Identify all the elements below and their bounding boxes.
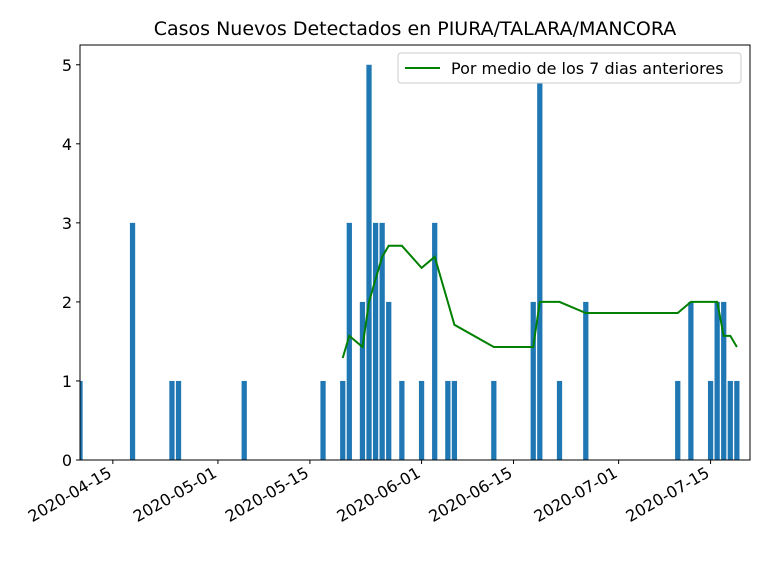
bar [379, 222, 385, 460]
bar [556, 380, 563, 460]
x-tick-label: 2020-07-15 [623, 463, 713, 526]
legend-box [397, 52, 742, 84]
line-series [341, 244, 738, 359]
bar [340, 380, 346, 460]
y-axis: 0 1 2 3 4 5 [62, 56, 80, 470]
bar [320, 380, 326, 460]
bar [175, 380, 182, 460]
x-tick-label: 2020-07-01 [531, 463, 621, 526]
bar [169, 380, 175, 460]
bar [386, 301, 392, 460]
y-tick-label: 4 [62, 135, 72, 154]
bar [241, 380, 247, 460]
bar [721, 301, 727, 460]
bar [675, 380, 681, 460]
y-tick-label: 0 [62, 451, 72, 470]
x-tick-label: 2020-05-15 [222, 463, 312, 526]
plot-area [79, 44, 751, 461]
bar [432, 222, 438, 460]
chart-title: Casos Nuevos Detectados en PIURA/TALARA/… [154, 18, 677, 40]
bar [583, 301, 589, 460]
bar [399, 380, 405, 460]
axes-frame [79, 44, 751, 461]
bar [359, 301, 366, 460]
bar [80, 380, 83, 460]
bar [366, 64, 372, 460]
bar [451, 380, 458, 460]
bar [707, 380, 714, 460]
y-tick-label: 2 [62, 293, 72, 312]
x-tick-label: 2020-04-15 [25, 463, 115, 526]
bar [734, 380, 740, 460]
bar [537, 64, 543, 460]
x-axis: 2020-04-15 2020-05-01 2020-05-15 2020-06-01… [25, 460, 713, 526]
avg-line [341, 244, 738, 359]
x-tick-label: 2020-06-15 [426, 463, 516, 526]
bar [491, 380, 497, 460]
legend-label: Por medio de los 7 dias anteriores [451, 59, 724, 78]
legend: Por medio de los 7 dias anteriores [397, 52, 742, 84]
bar-series [80, 64, 740, 460]
bar [530, 301, 536, 460]
bar [445, 380, 451, 460]
y-tick-label: 5 [62, 56, 72, 75]
x-tick-label: 2020-05-01 [130, 463, 220, 526]
bar [727, 380, 733, 460]
x-tick-label: 2020-06-01 [334, 463, 424, 526]
bar [346, 222, 352, 460]
bar [129, 222, 136, 460]
bar [372, 222, 379, 460]
y-tick-label: 1 [62, 372, 72, 391]
bar [418, 380, 425, 460]
y-tick-label: 3 [62, 214, 72, 233]
bar [688, 301, 694, 460]
bar [714, 301, 720, 460]
